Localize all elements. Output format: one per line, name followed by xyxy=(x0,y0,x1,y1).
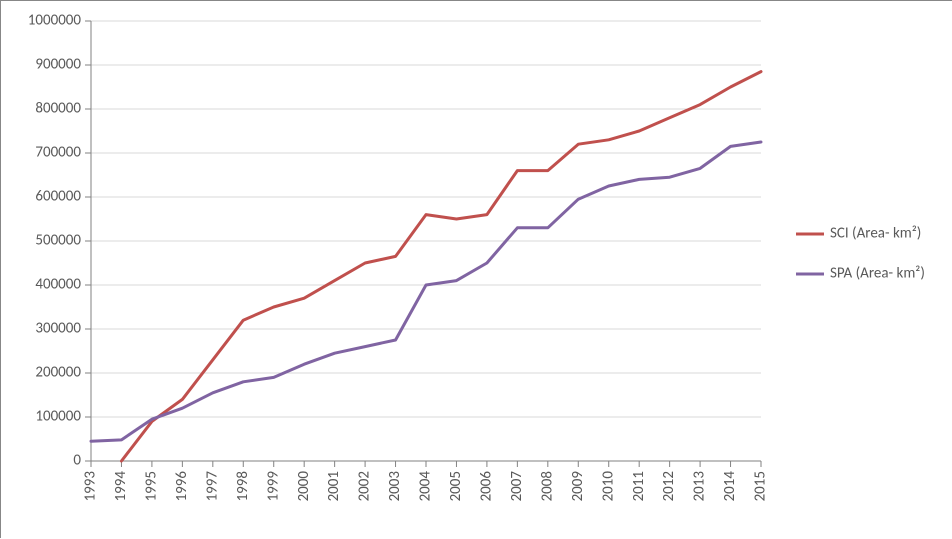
x-tick-label: 1994 xyxy=(112,471,130,502)
y-tick-label: 200000 xyxy=(35,364,81,382)
y-tick-label: 800000 xyxy=(35,100,81,118)
x-tick-label: 2015 xyxy=(752,471,770,501)
y-tick-label: 100000 xyxy=(35,408,81,426)
y-tick-label: 300000 xyxy=(35,320,81,338)
x-tick-label: 2011 xyxy=(630,471,648,501)
x-tick-label: 2008 xyxy=(538,471,556,501)
x-tick-label: 2006 xyxy=(477,471,495,502)
x-tick-label: 1996 xyxy=(173,471,191,502)
x-tick-label: 2004 xyxy=(417,471,435,502)
y-tick-label: 900000 xyxy=(35,56,81,74)
x-tick-label: 2005 xyxy=(447,471,465,501)
y-tick-label: 600000 xyxy=(35,188,81,206)
legend-label: SPA (Area- km²) xyxy=(830,265,925,283)
y-tick-label: 0 xyxy=(73,452,81,470)
x-tick-label: 1998 xyxy=(234,471,252,501)
line-chart: 0 100000 200000 300000 400000 500000 600000 700… xyxy=(1,1,952,539)
y-tick-label: 700000 xyxy=(35,144,81,162)
x-tick-label: 1995 xyxy=(142,471,160,501)
x-tick-label: 2002 xyxy=(356,471,374,501)
x-tick-label: 2012 xyxy=(660,471,678,501)
x-tick-label: 2014 xyxy=(721,471,739,502)
legend-label: SCI (Area- km²) xyxy=(830,225,921,243)
chart-container: 0 100000 200000 300000 400000 500000 600000 700… xyxy=(0,0,952,538)
x-tick-label: 2009 xyxy=(569,471,587,502)
x-tick-label: 2001 xyxy=(325,471,343,501)
x-tick-label: 1997 xyxy=(203,471,221,502)
x-tick-label: 1999 xyxy=(264,471,282,502)
x-tick-label: 2003 xyxy=(386,471,404,502)
x-tick-label: 2010 xyxy=(599,471,617,502)
y-tick-label: 500000 xyxy=(35,232,81,250)
x-tick-label: 2007 xyxy=(508,471,526,502)
y-tick-label: 400000 xyxy=(35,276,81,294)
x-tick-label: 2013 xyxy=(691,471,709,502)
x-tick-label: 1993 xyxy=(82,471,100,502)
x-tick-label: 2000 xyxy=(295,471,313,502)
y-tick-label: 1000000 xyxy=(28,12,82,30)
